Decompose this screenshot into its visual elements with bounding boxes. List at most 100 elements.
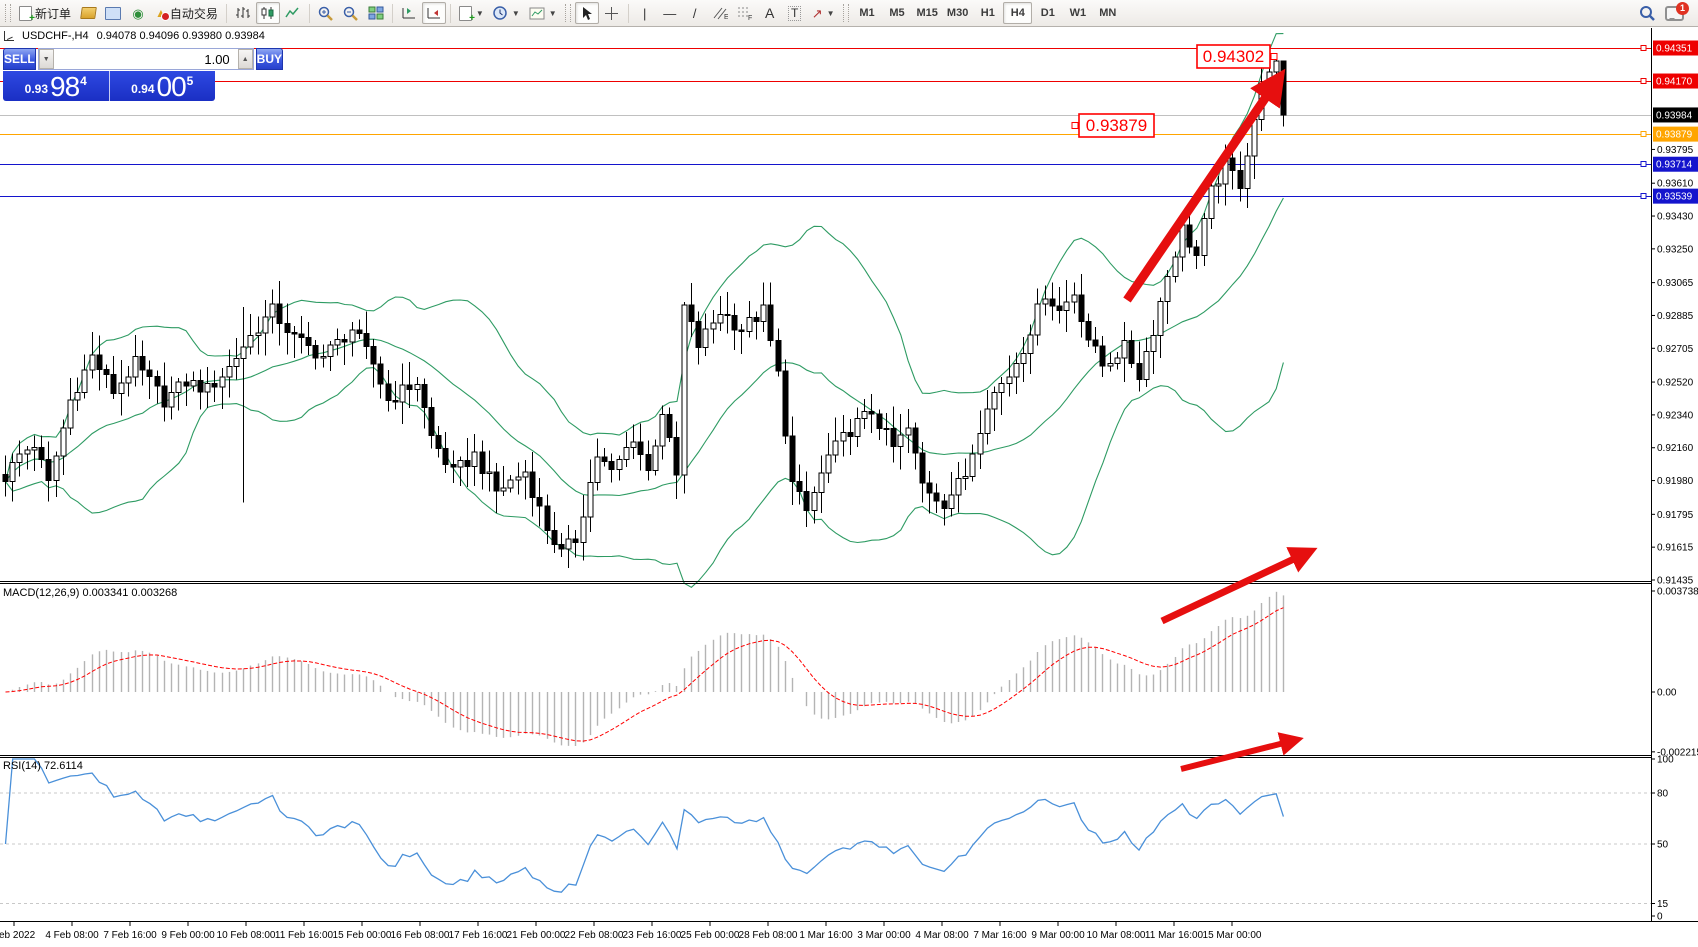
candle-body (1121, 339, 1128, 359)
toolbar-grip[interactable] (5, 4, 11, 22)
time-axis-label: 7 Feb 16:00 (103, 930, 157, 941)
vertical-line-button[interactable]: | (633, 2, 657, 24)
buy-price[interactable]: 0.94 00 5 (110, 71, 216, 101)
horizontal-line-button[interactable]: — (658, 2, 682, 24)
new-chart-button[interactable]: + ▼ (455, 2, 488, 24)
sell-price[interactable]: 0.93 98 4 (3, 71, 110, 101)
zoom-in-button[interactable] (314, 2, 338, 24)
annotation-arrows[interactable] (1123, 68, 1318, 772)
candle-body (1006, 376, 1013, 385)
chart-shift-button[interactable] (397, 2, 421, 24)
candle-body (594, 456, 601, 484)
volume-decrease-button[interactable]: ▼ (38, 49, 54, 69)
candle-body (341, 338, 348, 343)
volume-increase-button[interactable]: ▲ (237, 49, 253, 69)
trendline-button[interactable]: / (683, 2, 707, 24)
arrows-button[interactable]: ↗ ▼ (808, 2, 839, 24)
candle-body (529, 471, 536, 499)
crosshair-button[interactable] (600, 2, 624, 24)
time-scale[interactable]: Feb 2022 4 Feb 08:00 7 Feb 16:00 9 Feb 00:0… (0, 922, 1262, 941)
chat-button[interactable]: 1 (1661, 1, 1689, 24)
sell-button[interactable]: SELL (3, 48, 36, 70)
timeframe-D1[interactable]: D1 (1033, 2, 1062, 24)
candlestick-chart-button[interactable] (255, 2, 280, 24)
candle-body (1150, 334, 1157, 353)
candle-body (197, 380, 204, 393)
candle-body (1201, 217, 1208, 257)
candle-body (320, 356, 327, 359)
timeframe-M5[interactable]: M5 (883, 2, 912, 24)
time-axis-label: 11 Mar 16:00 (1145, 930, 1204, 941)
timeframe-H4[interactable]: H4 (1003, 2, 1033, 24)
candle-body (832, 440, 839, 456)
text-label-button[interactable]: T (783, 2, 807, 24)
price-tick-label: 0.93250 (1657, 244, 1694, 255)
time-axis-label: 3 Mar 00:00 (857, 930, 911, 941)
fibonacci-button[interactable]: F (733, 2, 757, 24)
toolbar-grip[interactable] (564, 4, 571, 22)
price-chart[interactable]: 0.93795 0.93610 0.93430 0.93250 0.93065 0.928… (0, 27, 1698, 947)
price-level-lines (0, 45, 1651, 199)
candle-body (110, 374, 117, 394)
timeframe-label: MN (1099, 7, 1117, 19)
vertical-line-icon: | (642, 5, 647, 21)
candle-body (695, 320, 702, 349)
volume-box: ▼ ▲ (37, 48, 254, 70)
templates-button[interactable]: ▼ (525, 2, 561, 24)
cursor-button[interactable] (574, 2, 599, 24)
new-order-button[interactable]: + 新订单 (15, 2, 75, 24)
sell-price-pip: 4 (80, 74, 87, 88)
candle-body (1013, 362, 1020, 378)
price-annotations[interactable]: 0.94302 0.93879 (1071, 44, 1278, 138)
signal-button[interactable]: ◉ (126, 2, 150, 24)
line-handle (1640, 131, 1647, 137)
candle-body (688, 304, 695, 322)
periods-button[interactable]: ▼ (489, 2, 524, 24)
svg-text:F: F (748, 15, 752, 20)
chart-window-icon (4, 31, 14, 41)
book-button[interactable] (76, 2, 100, 24)
time-axis-label: 9 Feb 00:00 (161, 930, 215, 941)
candle-body (1063, 301, 1070, 311)
candle-body (45, 458, 52, 482)
candle-body (1208, 185, 1215, 219)
timeframe-M30[interactable]: M30 (943, 2, 972, 24)
market-watch-button[interactable] (101, 2, 125, 24)
search-button[interactable] (1635, 2, 1660, 24)
equidistant-channel-button[interactable]: E (708, 2, 732, 24)
rsi-panel (4, 758, 1285, 893)
zoom-out-button[interactable] (339, 2, 363, 24)
timeframe-W1[interactable]: W1 (1063, 2, 1092, 24)
candle-body (175, 381, 182, 393)
candle-body (255, 332, 262, 336)
volume-input[interactable] (53, 49, 238, 69)
candle-body (500, 487, 507, 492)
timeframe-M15[interactable]: M15 (913, 2, 942, 24)
candle-body (868, 410, 875, 415)
candle-body (1266, 71, 1273, 84)
price-scale[interactable]: 0.93795 0.93610 0.93430 0.93250 0.93065 0.928… (1651, 40, 1698, 923)
price-tick-label: 0.93795 (1657, 145, 1694, 156)
bar-chart-button[interactable] (231, 2, 255, 24)
auto-trading-button[interactable]: ▲ 自动交易 (151, 2, 222, 24)
text-button[interactable]: A (758, 2, 782, 24)
macd-scale-label: -0.002215 (1657, 747, 1698, 758)
auto-scroll-button[interactable] (421, 2, 446, 24)
buy-price-prefix: 0.94 (131, 82, 155, 96)
candle-body (1056, 305, 1063, 311)
timeframe-H1[interactable]: H1 (973, 2, 1002, 24)
price-badge (1653, 156, 1698, 172)
tile-windows-button[interactable] (364, 2, 388, 24)
buy-button[interactable]: BUY (255, 48, 284, 70)
candle-body (74, 392, 81, 401)
candle-body (1215, 183, 1222, 187)
candle-body (854, 418, 861, 437)
toolbar-grip[interactable] (842, 4, 849, 22)
candle-body (414, 383, 421, 391)
timeframe-MN[interactable]: MN (1093, 2, 1122, 24)
candle-body (601, 456, 608, 462)
timeframe-M1[interactable]: M1 (853, 2, 882, 24)
line-chart-button[interactable] (281, 2, 305, 24)
candle-body (327, 344, 334, 358)
candle-body (334, 338, 341, 346)
